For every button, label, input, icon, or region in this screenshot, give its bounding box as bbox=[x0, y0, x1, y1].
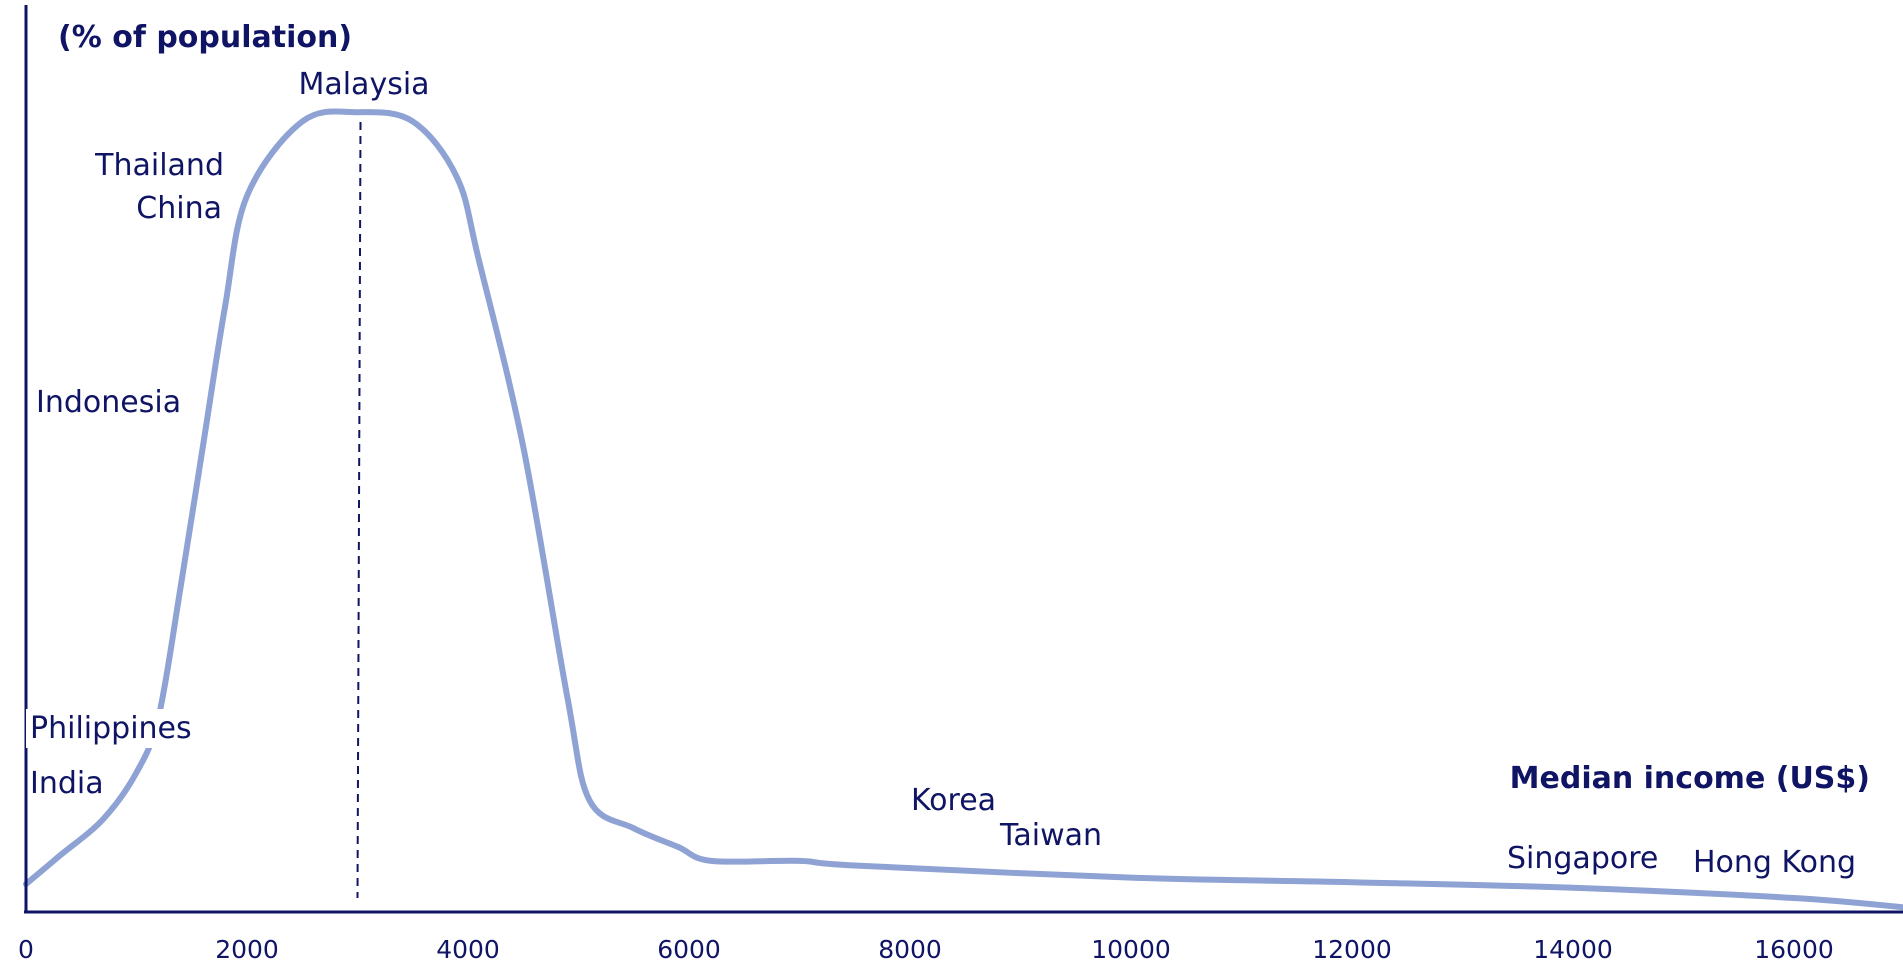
reference-dashed-line bbox=[356, 121, 362, 899]
x-axis-title: Median income (US$) bbox=[1510, 761, 1870, 796]
country-label-philippines: Philippines bbox=[30, 711, 192, 746]
country-label-taiwan: Taiwan bbox=[999, 818, 1102, 853]
country-label-indonesia: Indonesia bbox=[36, 385, 181, 420]
x-tick-label: 10000 bbox=[1091, 935, 1171, 964]
x-tick-label: 14000 bbox=[1533, 935, 1613, 964]
country-label-thailand: Thailand bbox=[94, 148, 224, 183]
x-tick-label: 16000 bbox=[1754, 935, 1834, 964]
country-label-hong-kong: Hong Kong bbox=[1693, 845, 1856, 880]
x-tick-label: 12000 bbox=[1312, 935, 1392, 964]
country-label-singapore: Singapore bbox=[1507, 841, 1658, 876]
label-background bbox=[26, 709, 196, 748]
x-tick-label: 2000 bbox=[215, 935, 279, 964]
x-tick-label: 4000 bbox=[436, 935, 500, 964]
series-line-0 bbox=[23, 108, 1903, 911]
country-label-korea: Korea bbox=[911, 783, 996, 818]
x-tick-label: 8000 bbox=[878, 935, 942, 964]
country-label-malaysia: Malaysia bbox=[298, 67, 429, 102]
x-tick-label: 0 bbox=[18, 935, 34, 964]
y-axis-title: (% of population) bbox=[58, 20, 352, 55]
label-background bbox=[32, 383, 186, 422]
country-label-china: China bbox=[136, 191, 222, 226]
country-label-india: India bbox=[30, 766, 104, 801]
x-tick-label: 6000 bbox=[657, 935, 721, 964]
